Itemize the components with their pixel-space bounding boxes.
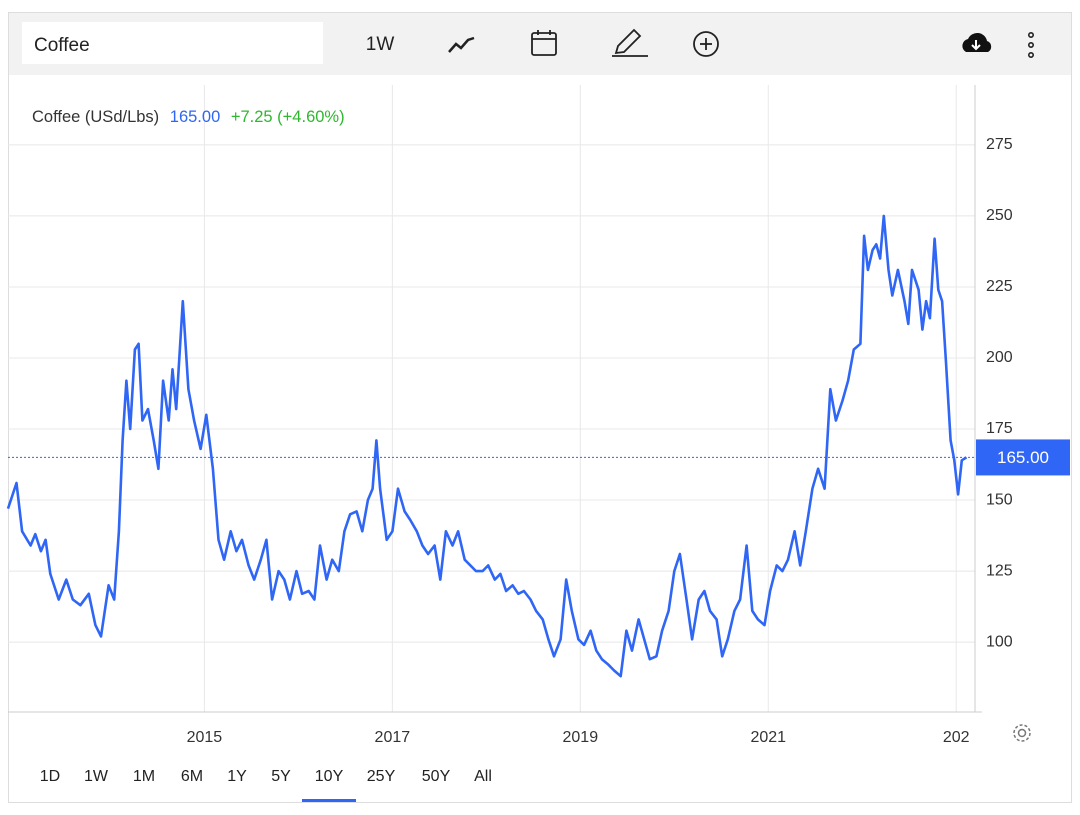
legend: Coffee (USd/Lbs) 165.00 +7.25 (+4.60%) [32,108,345,126]
y-tick-label: 200 [986,349,1013,366]
y-tick-label: 175 [986,420,1013,437]
range-button[interactable]: 50Y [422,768,451,785]
range-button[interactable]: 10Y [315,768,344,785]
search-text[interactable]: Coffee [34,35,90,56]
search-box[interactable] [22,22,323,64]
x-tick-label: 2021 [750,729,786,746]
legend-name: Coffee (USd/Lbs) [32,108,159,126]
download-icon[interactable] [962,32,992,52]
range-button[interactable]: 1Y [227,768,247,785]
legend-change: +7.25 (+4.60%) [231,108,345,126]
y-tick-label: 225 [986,278,1013,295]
draw-icon[interactable] [612,28,648,57]
y-tick-label: 250 [986,207,1013,224]
x-tick-label: 202 [943,729,970,746]
y-tick-label: 150 [986,491,1013,508]
frame [8,12,1072,803]
range-button[interactable]: 1M [133,768,155,785]
range-button[interactable]: 5Y [271,768,291,785]
chart-type-icon[interactable] [448,36,475,53]
y-tick-label: 125 [986,562,1013,579]
y-tick-label: 100 [986,633,1013,650]
range-button[interactable]: 25Y [367,768,396,785]
range-bar: 1D 1W 1M 6M 1Y 5Y 10Y 25Y 50Y All [40,768,492,802]
range-button[interactable]: 6M [181,768,203,785]
x-tick-label: 2017 [375,729,411,746]
y-tick-label: 275 [986,136,1013,153]
more-icon[interactable] [1028,31,1035,58]
price-line [6,214,968,678]
range-button[interactable]: 1D [40,768,60,785]
interval-button[interactable]: 1W [366,34,395,55]
settings-icon[interactable] [1013,724,1031,742]
range-selected-underline [302,799,356,802]
last-price-tag [976,439,1070,476]
x-tick-label: 2015 [187,729,223,746]
calendar-icon[interactable] [531,30,557,56]
range-button[interactable]: All [474,768,492,785]
legend-price: 165.00 [170,108,220,126]
range-button[interactable]: 1W [84,768,109,785]
x-tick-label: 2019 [563,729,599,746]
compare-icon[interactable] [693,31,719,57]
last-price-tag-label: 165.00 [997,448,1049,467]
